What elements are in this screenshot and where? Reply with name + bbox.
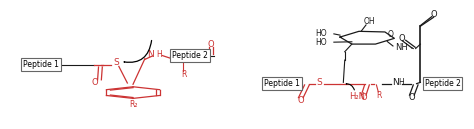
Text: N: N [147,50,154,59]
Text: O: O [409,93,415,102]
Text: O: O [398,34,405,43]
Text: S: S [317,78,323,87]
Text: O: O [92,78,99,87]
Text: Peptide 2: Peptide 2 [172,51,208,60]
Text: O: O [388,30,393,39]
Text: Peptide 1: Peptide 1 [264,79,300,88]
Text: O: O [208,40,214,49]
Text: O: O [430,10,437,19]
FancyArrowPatch shape [346,84,355,90]
Text: R: R [376,91,382,100]
Text: Peptide 1: Peptide 1 [23,60,59,69]
Text: R₂: R₂ [129,100,137,109]
Text: HO: HO [315,29,327,38]
Text: H: H [156,50,163,59]
Text: O: O [360,93,367,102]
Text: Peptide 2: Peptide 2 [425,79,461,88]
Text: O: O [298,96,304,105]
Text: NH: NH [395,43,408,52]
Text: OH: OH [364,17,375,26]
Text: N: N [392,78,399,87]
Text: R: R [181,70,186,79]
Text: H₂N: H₂N [349,92,365,101]
Text: H: H [399,78,404,87]
FancyArrowPatch shape [124,41,152,62]
Text: S: S [114,58,119,67]
Text: HO: HO [315,38,327,47]
